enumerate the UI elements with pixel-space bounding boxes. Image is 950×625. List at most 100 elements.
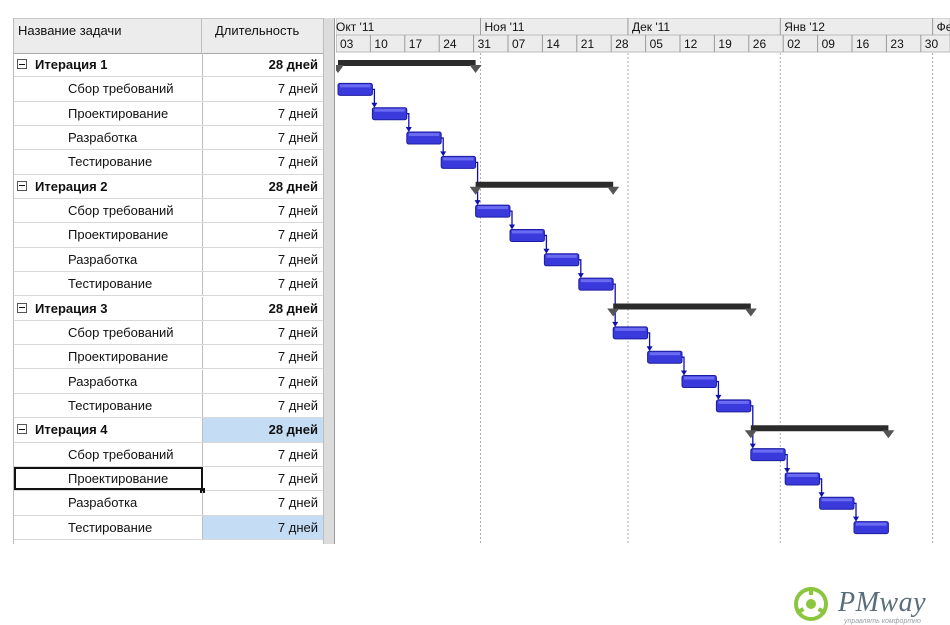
- task-name-cell[interactable]: Тестирование: [14, 515, 203, 539]
- duration-cell[interactable]: 7 дней: [277, 373, 318, 389]
- task-row[interactable]: Тестирование 7 дней: [14, 150, 324, 175]
- dependency-link: [819, 478, 823, 494]
- task-name-cell[interactable]: Проектирование: [14, 223, 203, 247]
- collapse-icon[interactable]: [17, 424, 27, 435]
- duration-cell[interactable]: 7 дней: [277, 495, 318, 511]
- dependency-arrow: [681, 370, 687, 376]
- task-name-cell[interactable]: Сбор требований: [14, 442, 203, 466]
- task-name-cell[interactable]: Тестирование: [14, 150, 203, 174]
- duration-cell[interactable]: 7 дней: [277, 446, 318, 462]
- task-name-label: Разработка: [68, 495, 138, 511]
- task-row[interactable]: Проектирование 7 дней: [14, 345, 324, 370]
- duration-cell[interactable]: 28 дней: [268, 300, 318, 316]
- task-row[interactable]: Проектирование 7 дней: [14, 223, 324, 248]
- task-name-label: Проектирование: [68, 105, 169, 121]
- task-name-label: Проектирование: [68, 470, 169, 486]
- dependency-arrow: [543, 248, 550, 254]
- collapse-icon[interactable]: [17, 59, 27, 69]
- task-name-cell[interactable]: Итерация 2: [14, 174, 203, 199]
- task-name-label: Итерация 3: [35, 300, 108, 316]
- week-label: 10: [374, 37, 388, 51]
- task-name-label: Тестирование: [68, 519, 153, 535]
- summary-end-marker: [469, 65, 482, 73]
- task-name-cell[interactable]: Проектирование: [14, 345, 203, 369]
- task-row[interactable]: Сбор требований 7 дней: [14, 199, 324, 224]
- column-header-task-name[interactable]: Название задачи: [14, 19, 202, 53]
- task-name-cell[interactable]: Итерация 3: [14, 296, 203, 320]
- dependency-link: [647, 332, 651, 348]
- task-row[interactable]: Тестирование 7 дней: [14, 515, 324, 540]
- task-name-cell[interactable]: Сбор требований: [14, 199, 203, 223]
- summary-bar[interactable]: [338, 60, 476, 66]
- summary-bar[interactable]: [475, 181, 614, 188]
- task-row[interactable]: Разработка 7 дней: [14, 491, 324, 516]
- task-name-label: Сбор требований: [68, 81, 174, 97]
- task-bar-highlight: [821, 498, 852, 502]
- duration-cell[interactable]: 28 дней: [268, 178, 318, 194]
- summary-bar[interactable]: [750, 425, 889, 432]
- summary-row[interactable]: Итерация 2 28 дней: [14, 174, 324, 200]
- duration-cell[interactable]: 7 дней: [277, 227, 318, 243]
- dependency-arrow: [749, 443, 756, 449]
- month-label: Дек '11: [632, 20, 670, 34]
- summary-row[interactable]: Итерация 1 28 дней: [14, 53, 324, 78]
- task-name-cell[interactable]: Проектирование: [14, 101, 203, 125]
- task-name-cell[interactable]: Итерация 4: [14, 418, 203, 442]
- collapse-icon[interactable]: [17, 302, 27, 313]
- dependency-arrow: [853, 516, 859, 522]
- task-name-cell[interactable]: Тестирование: [14, 393, 203, 418]
- task-name-cell[interactable]: Разработка: [14, 369, 203, 393]
- summary-row[interactable]: Итерация 4 28 дней: [14, 418, 324, 443]
- duration-cell[interactable]: 7 дней: [277, 81, 318, 97]
- task-row[interactable]: Разработка 7 дней: [14, 369, 324, 394]
- task-row[interactable]: Проектирование 7 дней: [14, 466, 324, 494]
- task-name-cell[interactable]: Разработка: [14, 247, 203, 272]
- duration-cell[interactable]: 7 дней: [277, 154, 318, 170]
- task-name-cell[interactable]: Сбор требований: [14, 320, 203, 345]
- column-header-duration[interactable]: Длительность: [215, 23, 300, 38]
- duration-cell[interactable]: 7 дней: [277, 130, 318, 146]
- summary-end-marker: [882, 430, 895, 439]
- dependency-arrow: [509, 224, 515, 230]
- task-bar-highlight: [546, 254, 577, 258]
- task-row[interactable]: Сбор требований 7 дней: [14, 320, 324, 346]
- logo-tagline: управлять комфортно: [844, 618, 921, 625]
- fill-handle[interactable]: [200, 488, 205, 494]
- task-row[interactable]: Проектирование 7 дней: [14, 101, 324, 126]
- summary-end-marker: [744, 430, 757, 439]
- collapse-icon[interactable]: [17, 180, 27, 191]
- task-row[interactable]: Сбор требований 7 дней: [14, 77, 324, 102]
- task-row[interactable]: Разработка 7 дней: [14, 126, 324, 151]
- summary-row[interactable]: Итерация 3 28 дней: [14, 296, 324, 321]
- dependency-link: [406, 113, 410, 129]
- duration-cell[interactable]: 7 дней: [277, 251, 318, 267]
- pane-splitter[interactable]: [323, 18, 335, 544]
- duration-cell[interactable]: 7 дней: [277, 397, 318, 413]
- month-label: Фев '12: [937, 20, 950, 34]
- task-name-cell[interactable]: Тестирование: [14, 272, 203, 296]
- task-name-cell[interactable]: Разработка: [14, 491, 203, 515]
- week-label: 26: [753, 37, 767, 51]
- duration-cell[interactable]: 7 дней: [277, 324, 318, 340]
- task-name-cell[interactable]: Итерация 1: [14, 53, 203, 77]
- task-row[interactable]: Тестирование 7 дней: [14, 272, 324, 297]
- duration-cell[interactable]: 7 дней: [203, 515, 324, 539]
- duration-cell[interactable]: 7 дней: [277, 105, 318, 121]
- duration-cell[interactable]: 28 дней: [203, 418, 324, 442]
- duration-cell[interactable]: 7 дней: [277, 276, 318, 292]
- task-row[interactable]: Тестирование 7 дней: [14, 393, 324, 419]
- task-name-cell[interactable]: Проектирование: [14, 466, 205, 494]
- duration-cell[interactable]: 7 дней: [277, 470, 318, 486]
- duration-cell[interactable]: 7 дней: [277, 349, 318, 365]
- summary-bar[interactable]: [613, 303, 751, 310]
- task-name-cell[interactable]: Разработка: [14, 126, 203, 150]
- duration-cell[interactable]: 28 дней: [268, 57, 318, 72]
- task-name-cell[interactable]: Сбор требований: [14, 77, 203, 101]
- week-label: 09: [822, 37, 836, 51]
- pmway-logo: PMway управлять комфортно: [792, 585, 947, 625]
- task-row[interactable]: Разработка 7 дней: [14, 247, 324, 273]
- duration-cell[interactable]: 7 дней: [277, 203, 318, 219]
- task-row[interactable]: Сбор требований 7 дней: [14, 442, 324, 467]
